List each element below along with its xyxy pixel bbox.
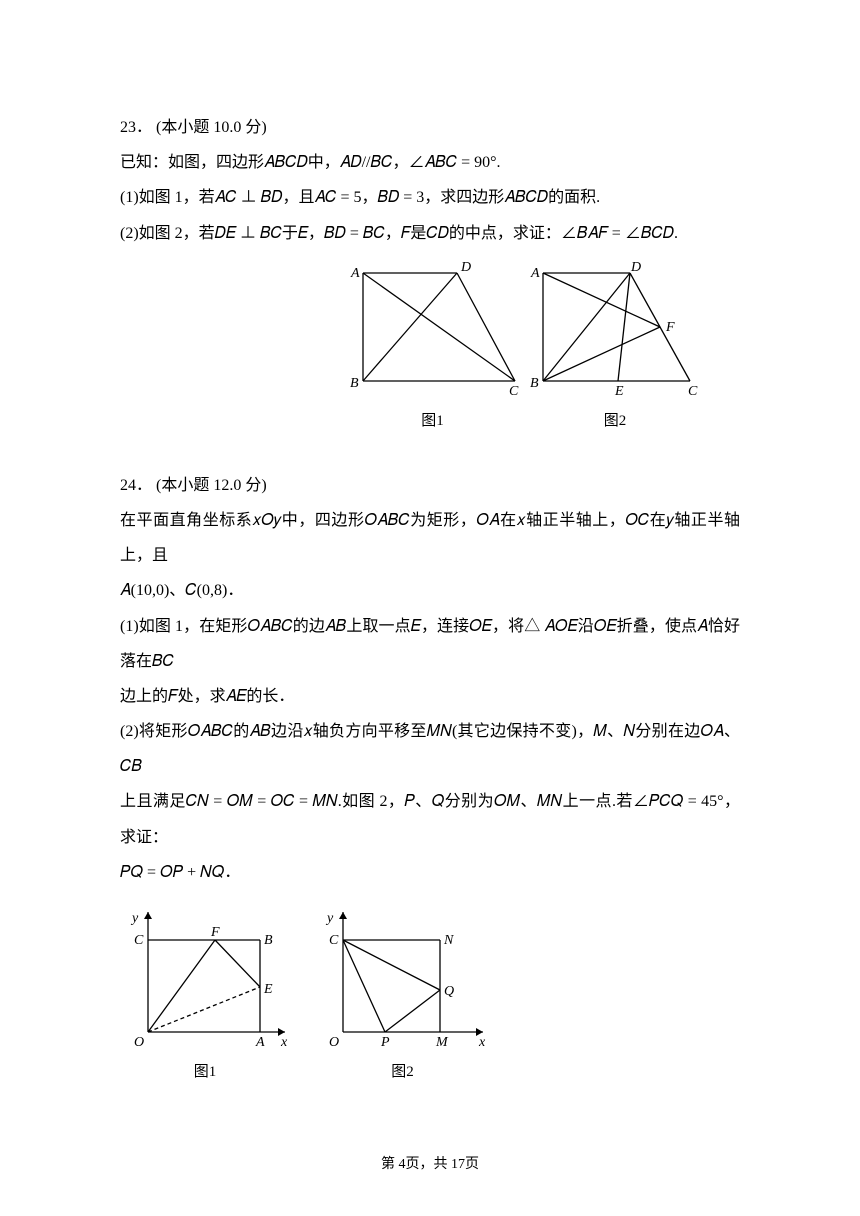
problem-24-part1a: (1)如图 1，在矩形𝑂𝐴𝐵𝐶的边𝐴𝐵上取一点𝐸，连接𝑂𝐸，将△ 𝐴𝑂𝐸沿𝑂𝐸折…	[120, 609, 740, 679]
q23-fig1-caption: 图1	[345, 405, 520, 438]
svg-text:x: x	[478, 1035, 486, 1050]
footer-suffix: 页	[465, 1157, 479, 1172]
problem-24-intro1: 在平面直角坐标系𝑥𝑂𝑦中，四边形𝑂𝐴𝐵𝐶为矩形，𝑂𝐴在𝑥轴正半轴上，𝑂𝐶在𝑦轴正…	[120, 503, 740, 573]
footer-current: 4	[399, 1157, 406, 1172]
svg-text:F: F	[210, 925, 220, 940]
q23-fig1-svg: A D B C	[345, 261, 520, 401]
problem-24-figures: yCFBEOAx 图1 yCNQOPMx 图2	[120, 902, 740, 1089]
problem-24-part2b: 上且满足𝐶𝑁 = 𝑂𝑀 = 𝑂𝐶 = 𝑀𝑁.如图 2，𝑃、𝑄分别为𝑂𝑀、𝑀𝑁上一…	[120, 784, 740, 854]
problem-24-header: 24． (本小题 12.0 分)	[120, 468, 740, 503]
svg-text:x: x	[280, 1035, 288, 1050]
svg-text:y: y	[325, 911, 334, 926]
problem-23-figures: ADBC 图1 ADBECF 图2	[120, 261, 740, 438]
footer-total: 17	[451, 1157, 465, 1172]
svg-text:Q: Q	[444, 984, 454, 999]
svg-text:B: B	[530, 376, 539, 391]
problem-24-header-rest: ． (本小题 12.0 分)	[136, 477, 267, 494]
svg-text:y: y	[130, 911, 139, 926]
problem-24-number: 24	[120, 477, 136, 494]
svg-text:D: D	[630, 261, 641, 275]
svg-text:B: B	[350, 376, 359, 391]
svg-text:A: A	[255, 1035, 265, 1050]
problem-23-intro: 已知：如图，四边形𝐴𝐵𝐶𝐷中，𝐴𝐷//𝐵𝐶，∠𝐴𝐵𝐶 = 90°.	[120, 145, 740, 180]
svg-text:C: C	[509, 384, 519, 399]
svg-text:A: A	[530, 266, 540, 281]
problem-23-part1: (1)如图 1，若𝐴𝐶 ⊥ 𝐵𝐷，且𝐴𝐶 = 5，𝐵𝐷 = 3，求四边形𝐴𝐵𝐶𝐷…	[120, 180, 740, 215]
problem-23-part2: (2)如图 2，若𝐷𝐸 ⊥ 𝐵𝐶于𝐸，𝐵𝐷 = 𝐵𝐶，𝐹是𝐶𝐷的中点，求证：∠𝐵…	[120, 216, 740, 251]
problem-24-figure2: yC N Q O P Mx 图2	[315, 902, 490, 1089]
svg-text:C: C	[329, 933, 339, 948]
svg-text:E: E	[614, 384, 624, 399]
problem-24-part2c: 𝑃𝑄 = 𝑂𝑃 + 𝑁𝑄．	[120, 855, 740, 890]
svg-text:P: P	[380, 1035, 390, 1050]
problem-23-header: 23． (本小题 10.0 分)	[120, 110, 740, 145]
problem-23-header-rest: ． (本小题 10.0 分)	[136, 119, 267, 136]
q24-fig1-svg: yC F B E O Ax	[120, 902, 290, 1052]
problem-23-figure2: A D B E C F 图2	[530, 261, 700, 438]
page-footer: 第 4页，共 17页	[0, 1150, 860, 1181]
svg-text:B: B	[264, 933, 273, 948]
q23-fig2-svg: A D B E C F	[530, 261, 700, 401]
problem-24-part1b: 边上的𝐹处，求𝐴𝐸的长．	[120, 679, 740, 714]
footer-mid: 页，共	[406, 1157, 452, 1172]
problem-24-intro2: 𝐴(10,0)、𝐶(0,8)．	[120, 573, 740, 608]
svg-text:M: M	[435, 1035, 449, 1050]
problem-23: 23． (本小题 10.0 分) 已知：如图，四边形𝐴𝐵𝐶𝐷中，𝐴𝐷//𝐵𝐶，∠…	[120, 110, 740, 438]
q24-fig2-svg: yC N Q O P Mx	[315, 902, 490, 1052]
svg-text:O: O	[134, 1035, 144, 1050]
problem-23-figure1: A D B C 图1	[345, 261, 520, 438]
q23-fig2-caption: 图2	[530, 405, 700, 438]
problem-23-number: 23	[120, 119, 136, 136]
svg-text:C: C	[688, 384, 698, 399]
svg-text:E: E	[263, 982, 273, 997]
svg-text:N: N	[443, 933, 454, 948]
problem-24-part2a: (2)将矩形𝑂𝐴𝐵𝐶的𝐴𝐵边沿𝑥轴负方向平移至𝑀𝑁(其它边保持不变)，𝑀、𝑁分别…	[120, 714, 740, 784]
q24-fig1-caption: 图1	[120, 1056, 290, 1089]
svg-text:F: F	[665, 320, 675, 335]
problem-24: 24． (本小题 12.0 分) 在平面直角坐标系𝑥𝑂𝑦中，四边形𝑂𝐴𝐵𝐶为矩形…	[120, 468, 740, 1089]
svg-text:A: A	[350, 266, 360, 281]
svg-text:C: C	[134, 933, 144, 948]
svg-text:D: D	[460, 261, 471, 275]
problem-24-figure1: yC F B E O Ax 图1	[120, 902, 290, 1089]
footer-prefix: 第	[381, 1157, 399, 1172]
q24-fig2-caption: 图2	[315, 1056, 490, 1089]
svg-text:O: O	[329, 1035, 339, 1050]
